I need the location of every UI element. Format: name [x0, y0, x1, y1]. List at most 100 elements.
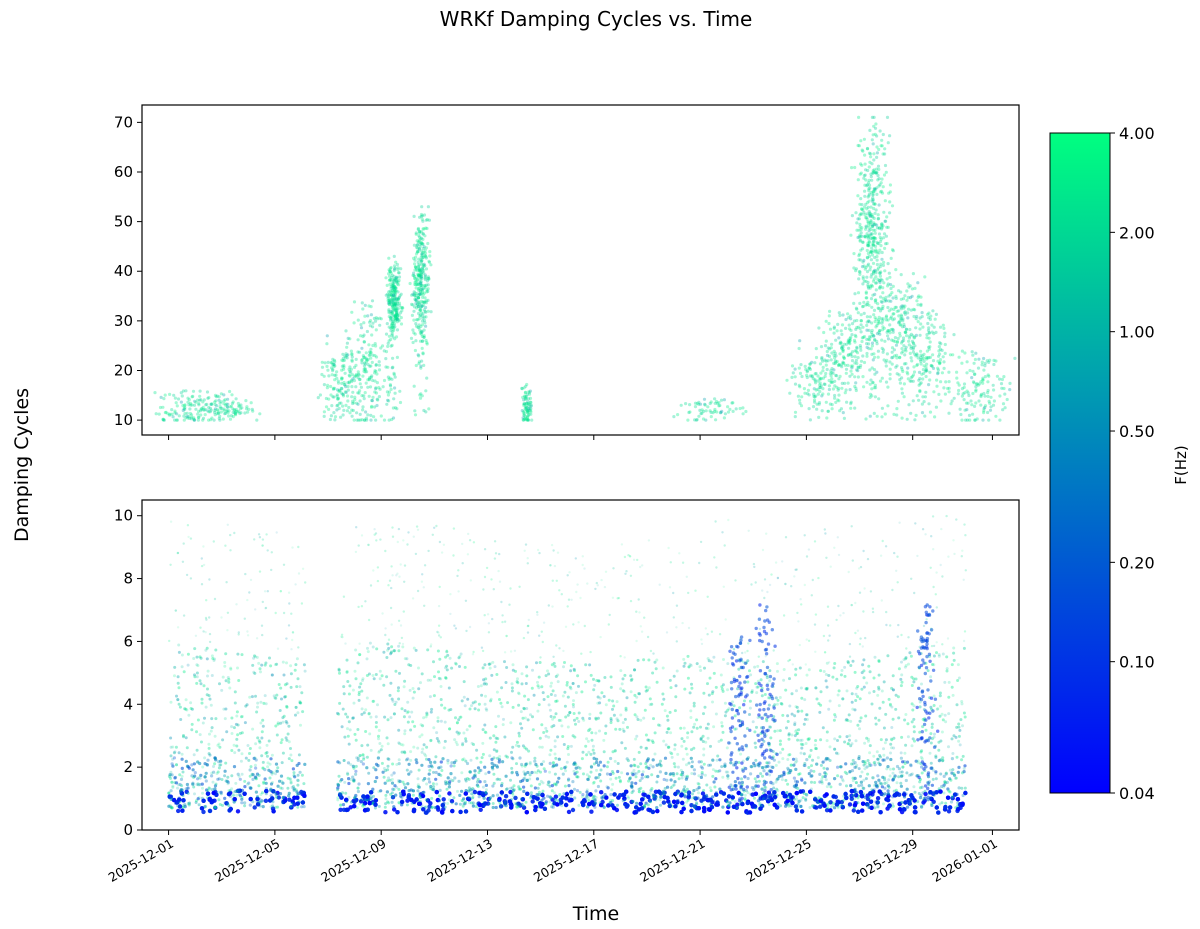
scatter-point	[353, 395, 357, 399]
scatter-point	[337, 406, 341, 411]
scatter-point	[883, 299, 887, 303]
scatter-point	[826, 346, 830, 350]
scatter-point	[523, 391, 528, 395]
scatter-point	[368, 385, 373, 389]
scatter-point	[378, 742, 382, 745]
scatter-point	[387, 334, 391, 338]
scatter-point	[596, 584, 599, 587]
scatter-point	[392, 301, 396, 306]
scatter-point	[866, 283, 870, 287]
scatter-point	[225, 405, 229, 409]
scatter-point	[907, 403, 911, 407]
scatter-point	[201, 416, 206, 420]
scatter-point	[386, 296, 390, 300]
scatter-point	[390, 623, 393, 626]
scatter-point	[833, 546, 836, 549]
scatter-point	[886, 141, 890, 145]
scatter-point	[902, 344, 906, 348]
scatter-point	[604, 570, 608, 573]
scatter-point	[170, 408, 174, 412]
scatter-point	[812, 392, 816, 396]
scatter-point	[854, 601, 857, 605]
scatter-point	[363, 303, 367, 307]
scatter-point	[947, 712, 951, 716]
scatter-point	[870, 344, 875, 348]
scatter-point	[296, 779, 300, 783]
scatter-point	[421, 351, 425, 355]
scatter-point	[182, 418, 186, 422]
scatter-point	[886, 337, 891, 341]
scatter-point	[906, 311, 910, 315]
scatter-point	[873, 298, 877, 303]
scatter-point	[392, 303, 397, 307]
scatter-point	[838, 409, 842, 413]
scatter-point	[866, 262, 871, 266]
scatter-point	[204, 403, 208, 407]
scatter-point	[855, 325, 859, 330]
scatter-point	[449, 764, 453, 768]
scatter-point	[786, 766, 790, 770]
scatter-point	[920, 372, 924, 376]
scatter-point	[870, 366, 874, 370]
scatter-point	[395, 307, 399, 311]
scatter-point	[352, 365, 357, 369]
scatter-point	[585, 794, 589, 798]
scatter-point	[858, 344, 862, 348]
scatter-point	[389, 326, 393, 330]
scatter-point	[850, 372, 854, 376]
scatter-point	[859, 346, 863, 350]
scatter-point	[416, 300, 420, 304]
scatter-point	[370, 398, 374, 403]
scatter-point	[971, 391, 975, 396]
scatter-point	[493, 665, 497, 669]
scatter-point	[861, 260, 865, 264]
scatter-point	[958, 407, 962, 411]
scatter-point	[350, 358, 354, 362]
scatter-point	[833, 361, 837, 366]
scatter-point	[422, 284, 426, 288]
scatter-point	[708, 409, 712, 413]
scatter-point	[857, 115, 861, 119]
scatter-point	[435, 782, 439, 786]
scatter-point	[389, 316, 393, 320]
scatter-point	[417, 288, 421, 292]
scatter-point	[414, 322, 418, 326]
scatter-point	[388, 269, 392, 273]
scatter-point	[203, 407, 207, 412]
scatter-point	[395, 312, 399, 316]
scatter-point	[793, 575, 796, 578]
scatter-point	[226, 411, 230, 415]
scatter-point	[525, 409, 530, 413]
scatter-point	[889, 307, 893, 311]
scatter-point	[354, 648, 358, 652]
scatter-point	[694, 418, 699, 422]
scatter-point	[907, 773, 911, 777]
scatter-point	[834, 400, 838, 404]
scatter-point	[613, 759, 617, 763]
scatter-point	[825, 785, 829, 789]
scatter-point	[392, 290, 396, 294]
scatter-point	[870, 305, 874, 309]
scatter-point	[484, 772, 488, 776]
scatter-point	[394, 303, 398, 307]
scatter-point	[354, 357, 358, 361]
scatter-point	[741, 406, 745, 410]
scatter-point	[686, 418, 690, 422]
scatter-point	[866, 286, 871, 290]
scatter-point	[393, 286, 398, 290]
scatter-point	[749, 792, 753, 796]
scatter-point	[364, 356, 368, 360]
scatter-point	[228, 686, 232, 690]
scatter-point	[527, 390, 531, 394]
scatter-point	[859, 228, 863, 232]
scatter-point	[226, 405, 230, 409]
scatter-point	[697, 791, 700, 795]
scatter-point	[883, 163, 888, 168]
scatter-point	[838, 341, 842, 346]
scatter-point	[416, 296, 420, 300]
scatter-point	[523, 549, 526, 552]
scatter-point	[363, 370, 367, 374]
scatter-point	[520, 386, 524, 390]
scatter-point	[888, 275, 892, 279]
scatter-point	[790, 375, 794, 379]
